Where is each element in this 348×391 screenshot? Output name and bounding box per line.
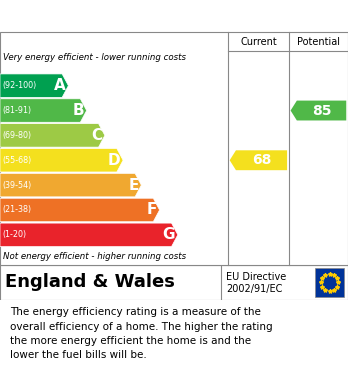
Text: EU Directive: EU Directive bbox=[226, 272, 286, 282]
Text: A: A bbox=[54, 78, 65, 93]
Text: F: F bbox=[147, 203, 157, 217]
Polygon shape bbox=[291, 100, 346, 120]
Text: D: D bbox=[108, 153, 120, 168]
Text: G: G bbox=[163, 227, 175, 242]
Text: 68: 68 bbox=[252, 153, 271, 167]
Text: Potential: Potential bbox=[297, 37, 340, 47]
Text: 85: 85 bbox=[312, 104, 331, 118]
Text: The energy efficiency rating is a measure of the
overall efficiency of a home. T: The energy efficiency rating is a measur… bbox=[10, 307, 273, 361]
Text: (21-38): (21-38) bbox=[3, 205, 32, 215]
Text: C: C bbox=[91, 128, 102, 143]
Polygon shape bbox=[0, 223, 178, 247]
Text: (92-100): (92-100) bbox=[3, 81, 37, 90]
Text: Current: Current bbox=[240, 37, 277, 47]
Polygon shape bbox=[0, 74, 68, 97]
Text: (39-54): (39-54) bbox=[3, 181, 32, 190]
Polygon shape bbox=[0, 124, 105, 147]
Text: B: B bbox=[72, 103, 84, 118]
Text: (55-68): (55-68) bbox=[3, 156, 32, 165]
Text: Energy Efficiency Rating: Energy Efficiency Rating bbox=[10, 7, 239, 25]
Text: (1-20): (1-20) bbox=[3, 230, 27, 239]
Polygon shape bbox=[230, 150, 287, 170]
Text: 2002/91/EC: 2002/91/EC bbox=[226, 284, 282, 294]
Text: (81-91): (81-91) bbox=[3, 106, 32, 115]
Bar bbox=[315, 268, 344, 297]
Text: England & Wales: England & Wales bbox=[5, 273, 175, 291]
Text: E: E bbox=[128, 178, 139, 193]
Text: Very energy efficient - lower running costs: Very energy efficient - lower running co… bbox=[3, 53, 187, 62]
Polygon shape bbox=[0, 99, 87, 122]
Text: Not energy efficient - higher running costs: Not energy efficient - higher running co… bbox=[3, 252, 187, 261]
Text: (69-80): (69-80) bbox=[3, 131, 32, 140]
Polygon shape bbox=[0, 149, 123, 172]
Polygon shape bbox=[0, 173, 141, 197]
Polygon shape bbox=[0, 198, 159, 222]
